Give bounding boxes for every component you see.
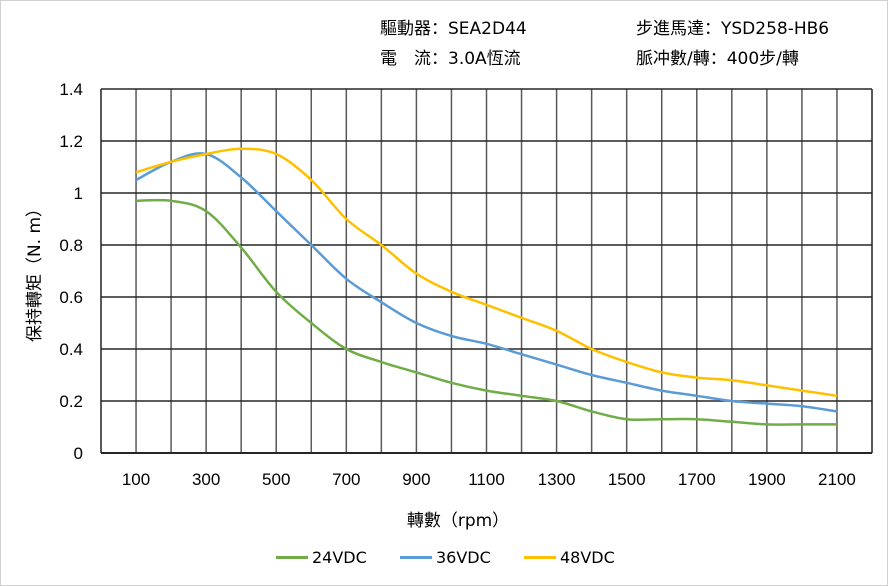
legend-36vdc: 36VDC <box>400 548 491 567</box>
x-tick-label: 2100 <box>818 470 856 489</box>
y-axis-label: 保持轉矩（N. m） <box>25 200 45 342</box>
y-tick-label: 1.4 <box>59 80 83 99</box>
x-tick-label: 300 <box>192 470 220 489</box>
y-tick-label: 0.6 <box>59 288 83 307</box>
x-axis-label: 轉數（rpm） <box>407 511 509 531</box>
x-tick-label: 1500 <box>608 470 646 489</box>
series-line-24vdc <box>136 198 837 426</box>
motor-label: 步進馬達：YSD258-HB6 <box>636 19 830 39</box>
legend-swatch <box>524 556 556 559</box>
y-tick-label: 0.2 <box>59 392 83 411</box>
y-tick-label: 0.8 <box>59 236 83 255</box>
x-tick-label: 700 <box>332 470 360 489</box>
current-label: 電 流：3.0A恆流 <box>380 49 521 69</box>
series-line-48vdc <box>135 147 838 398</box>
x-tick-label: 100 <box>122 470 150 489</box>
series-line-36vdc <box>135 152 838 413</box>
legend-label: 48VDC <box>560 548 615 567</box>
driver-label: 驅動器：SEA2D44 <box>380 19 527 39</box>
legend-swatch <box>400 556 432 559</box>
y-tick-label: 0.4 <box>59 340 83 359</box>
pulses-label: 脈冲數/轉：400步/轉 <box>636 49 799 69</box>
legend-48vdc: 48VDC <box>524 548 615 567</box>
y-tick-label: 1 <box>74 184 83 203</box>
x-tick-label: 1100 <box>468 470 505 489</box>
y-tick-label: 0 <box>74 444 83 463</box>
x-tick-label: 1900 <box>748 470 786 489</box>
x-tick-label: 500 <box>262 470 290 489</box>
legend-swatch <box>276 556 308 559</box>
legend-24vdc: 24VDC <box>276 548 367 567</box>
legend-label: 24VDC <box>312 548 367 567</box>
x-tick-label: 1300 <box>538 470 576 489</box>
x-tick-label: 1700 <box>678 470 716 489</box>
legend-label: 36VDC <box>436 548 491 567</box>
y-tick-label: 1.2 <box>59 132 83 151</box>
x-tick-label: 900 <box>402 470 430 489</box>
